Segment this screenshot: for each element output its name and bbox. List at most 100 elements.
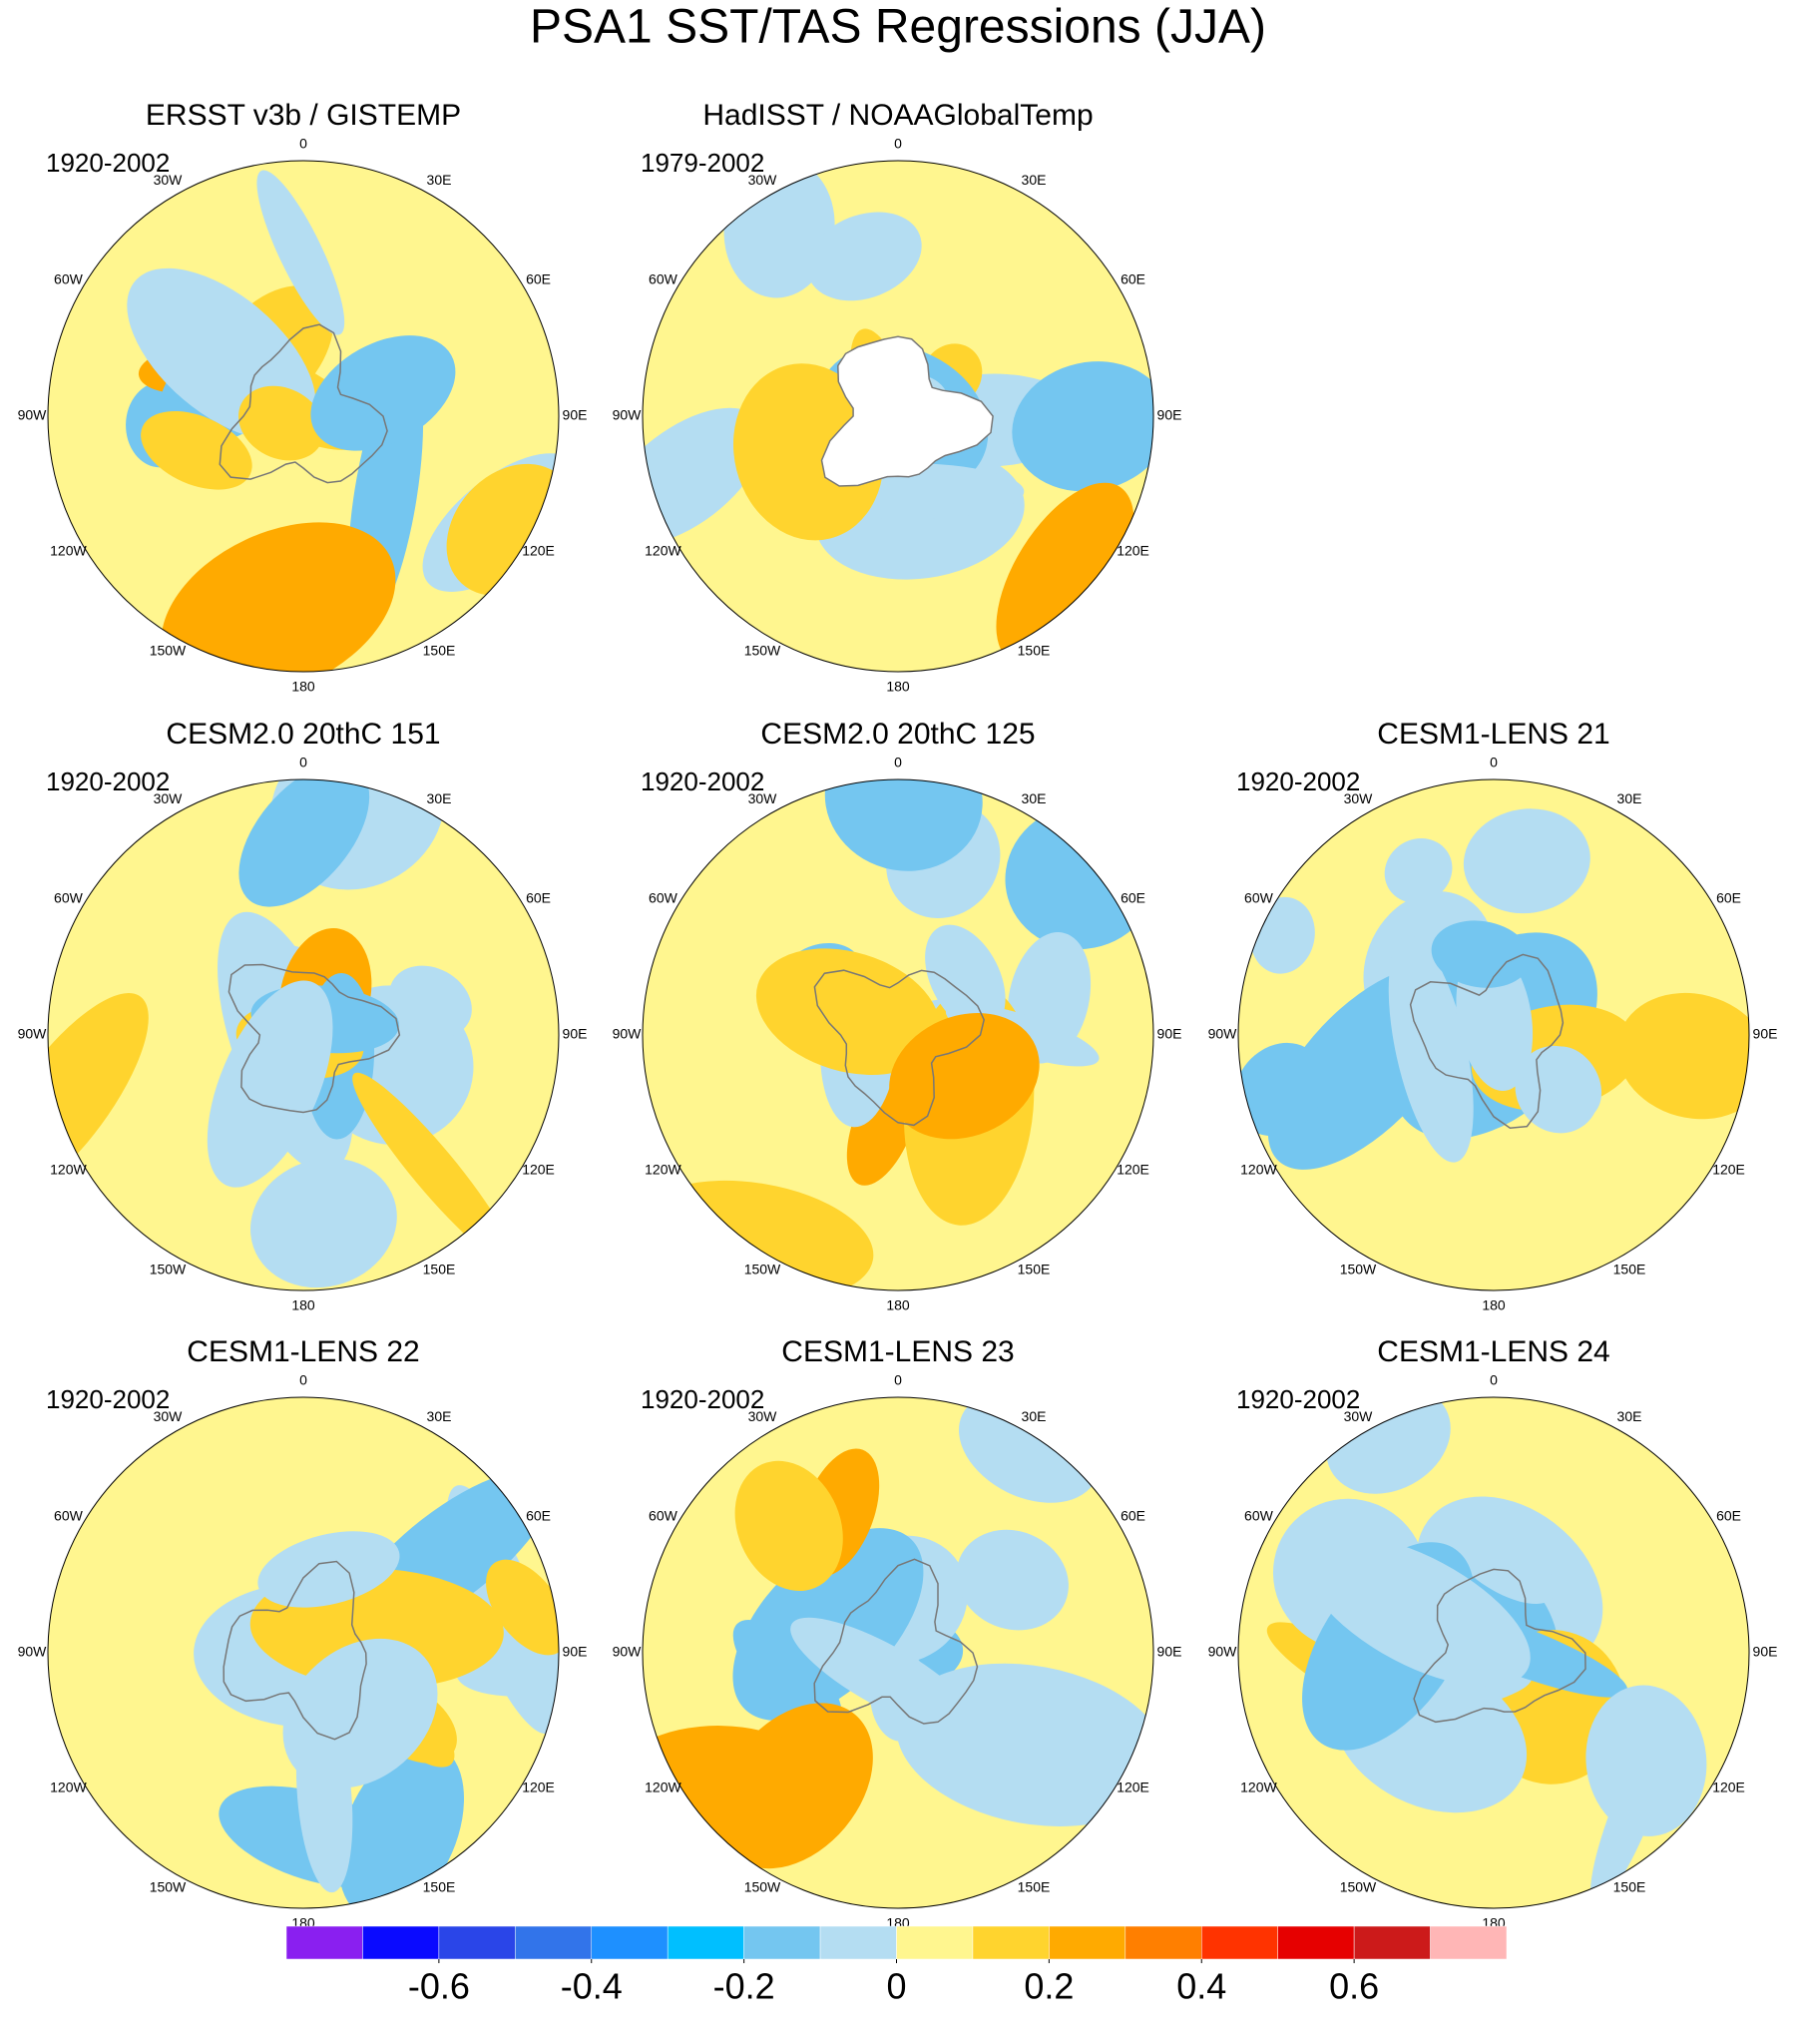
longitude-label: 150E xyxy=(423,642,456,658)
field-region xyxy=(889,1013,1040,1140)
colorbar-box xyxy=(438,1925,516,1960)
field-region xyxy=(249,1158,397,1288)
map xyxy=(48,161,559,672)
longitude-label: 150W xyxy=(150,1261,187,1277)
longitude-label: 90W xyxy=(18,1644,48,1660)
longitude-label: 120E xyxy=(1712,1780,1745,1795)
longitude-label: 30E xyxy=(1022,172,1047,188)
longitude-label: 90W xyxy=(613,407,643,423)
longitude-label: 60E xyxy=(1716,1508,1741,1524)
field-region xyxy=(1384,838,1453,903)
longitude-label: 60W xyxy=(649,271,678,287)
map xyxy=(643,779,1153,1290)
map-border xyxy=(47,778,560,1291)
map xyxy=(48,1397,559,1908)
longitude-label: 120W xyxy=(1240,1162,1277,1178)
longitude-label: 120W xyxy=(50,1162,87,1178)
map-border xyxy=(642,778,1154,1291)
longitude-label: 30W xyxy=(748,790,778,806)
longitude-label: 120W xyxy=(645,1162,681,1178)
longitude-label: 60E xyxy=(526,1508,551,1524)
longitude-label: 0 xyxy=(299,1372,307,1388)
field-region xyxy=(925,924,1006,1032)
longitude-label: 150E xyxy=(1018,1261,1051,1277)
longitude-label: 30E xyxy=(427,1408,452,1424)
longitude-label: 180 xyxy=(1482,1297,1506,1313)
panel-title: CESM1-LENS 24 xyxy=(1377,1335,1609,1368)
colorbar-tick-label: 0 xyxy=(886,1966,906,2007)
longitude-label: 150W xyxy=(1340,1261,1377,1277)
longitude-label: 90W xyxy=(18,1026,48,1042)
panel-title: ERSST v3b / GISTEMP xyxy=(146,99,461,132)
longitude-label: 60E xyxy=(1121,1508,1145,1524)
longitude-label: 90W xyxy=(613,1644,643,1660)
colorbar-tick-label: 0.6 xyxy=(1329,1966,1379,2007)
longitude-label: 30W xyxy=(154,172,184,188)
field-region xyxy=(389,965,472,1039)
panel-title: CESM1-LENS 22 xyxy=(187,1335,419,1368)
colorbar-tick-label: 0.2 xyxy=(1024,1966,1074,2007)
longitude-label: 150E xyxy=(1018,642,1051,658)
longitude-label: 60W xyxy=(1244,890,1274,906)
longitude-label: 30E xyxy=(1022,790,1047,806)
longitude-label: 120W xyxy=(50,543,87,559)
longitude-label: 150W xyxy=(744,642,781,658)
longitude-label: 60E xyxy=(526,271,551,287)
longitude-label: 120W xyxy=(50,1780,87,1795)
longitude-label: 150W xyxy=(1340,1878,1377,1894)
longitude-label: 120E xyxy=(522,543,555,559)
longitude-label: 30E xyxy=(1022,1408,1047,1424)
panel-period: 1979-2002 xyxy=(641,148,764,178)
continent-outline xyxy=(1413,1568,1586,1724)
longitude-label: 120E xyxy=(1712,1162,1745,1178)
longitude-label: 30W xyxy=(748,1408,778,1424)
longitude-label: 0 xyxy=(894,755,902,770)
longitude-label: 0 xyxy=(1490,755,1498,770)
colorbar-box xyxy=(819,1925,897,1960)
panel-period: 1920-2002 xyxy=(1236,766,1360,796)
field-region xyxy=(1238,1042,1325,1137)
field-region xyxy=(956,1529,1069,1631)
longitude-label: 90E xyxy=(563,1026,588,1042)
continent-outline xyxy=(227,963,401,1114)
longitude-label: 150E xyxy=(423,1261,456,1277)
panel-period: 1920-2002 xyxy=(46,148,170,178)
longitude-label: 60E xyxy=(1121,890,1145,906)
field-region xyxy=(806,212,922,301)
longitude-label: 180 xyxy=(886,679,910,695)
longitude-label: 120W xyxy=(645,543,681,559)
field-region xyxy=(310,335,456,451)
longitude-label: 90E xyxy=(563,407,588,423)
field-region xyxy=(1388,935,1474,1163)
longitude-label: 30W xyxy=(1344,1408,1374,1424)
longitude-label: 90E xyxy=(1157,407,1182,423)
longitude-label: 120W xyxy=(1240,1780,1277,1795)
longitude-label: 0 xyxy=(299,136,307,152)
map-border xyxy=(642,1396,1154,1909)
longitude-label: 90E xyxy=(563,1644,588,1660)
field-region xyxy=(282,1638,438,1788)
longitude-label: 60E xyxy=(526,890,551,906)
longitude-label: 150W xyxy=(744,1261,781,1277)
longitude-label: 180 xyxy=(886,1297,910,1313)
longitude-label: 90W xyxy=(1208,1026,1238,1042)
longitude-label: 60E xyxy=(1121,271,1145,287)
longitude-label: 0 xyxy=(894,1372,902,1388)
map xyxy=(643,1397,1153,1908)
colorbar-box xyxy=(1277,1925,1355,1960)
field-region xyxy=(1012,361,1153,492)
colorbar-box xyxy=(515,1925,592,1960)
longitude-label: 60W xyxy=(649,890,678,906)
map xyxy=(1238,1397,1749,1908)
panel-title: CESM2.0 20thC 151 xyxy=(166,718,440,751)
panel-period: 1920-2002 xyxy=(641,1384,764,1414)
panel-title: CESM2.0 20thC 125 xyxy=(760,718,1035,751)
longitude-label: 120E xyxy=(522,1162,555,1178)
longitude-label: 30W xyxy=(154,790,184,806)
longitude-label: 90E xyxy=(1753,1644,1778,1660)
field-region xyxy=(734,1460,843,1592)
longitude-label: 60E xyxy=(1716,890,1741,906)
longitude-label: 150W xyxy=(744,1878,781,1894)
longitude-label: 120E xyxy=(1117,543,1149,559)
